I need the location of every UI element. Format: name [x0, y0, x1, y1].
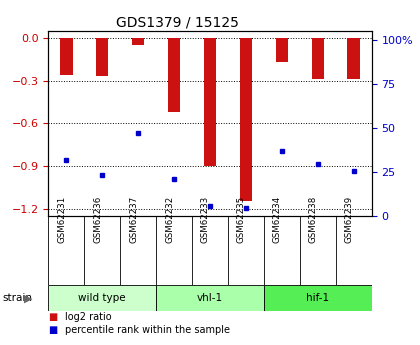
Text: wild type: wild type [79, 293, 126, 303]
Text: GSM62232: GSM62232 [165, 196, 174, 243]
Text: ■: ■ [48, 325, 58, 335]
Text: GSM62236: GSM62236 [93, 196, 102, 243]
Text: GSM62235: GSM62235 [237, 196, 246, 243]
Text: GSM62237: GSM62237 [129, 196, 138, 243]
Text: vhl-1: vhl-1 [197, 293, 223, 303]
Text: GSM62231: GSM62231 [57, 196, 66, 243]
Bar [60, 38, 73, 75]
Text: GSM62238: GSM62238 [309, 196, 318, 243]
Bar [132, 38, 144, 45]
Bar [264, 285, 372, 310]
Bar [96, 38, 108, 77]
Bar [312, 38, 324, 79]
Text: ▶: ▶ [24, 294, 33, 304]
Bar [204, 38, 216, 166]
Bar [156, 285, 264, 310]
Text: GSM62233: GSM62233 [201, 196, 210, 243]
Bar [168, 38, 180, 112]
Text: GDS1379 / 15125: GDS1379 / 15125 [116, 15, 239, 29]
Text: ■: ■ [48, 312, 58, 322]
Bar [347, 38, 360, 79]
Bar [48, 285, 156, 310]
Text: log2 ratio: log2 ratio [65, 312, 112, 322]
Text: hif-1: hif-1 [306, 293, 329, 303]
Text: GSM62239: GSM62239 [345, 196, 354, 243]
Bar [276, 38, 288, 62]
Text: percentile rank within the sample: percentile rank within the sample [65, 325, 230, 335]
Bar [240, 38, 252, 201]
Text: strain: strain [2, 293, 32, 303]
Text: GSM62234: GSM62234 [273, 196, 282, 243]
